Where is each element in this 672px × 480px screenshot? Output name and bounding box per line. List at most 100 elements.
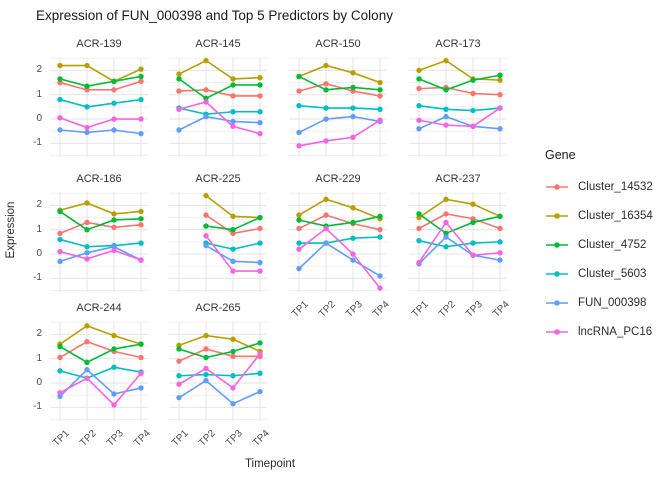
data-point-cluster_14532 — [416, 85, 422, 92]
series-line-cluster_16354 — [59, 324, 142, 345]
y-tick-label: -1 — [33, 272, 42, 284]
data-point-cluster_14532 — [111, 224, 117, 230]
series-line-cluster_5603 — [178, 107, 260, 115]
data-point-lncrna_pc16 — [138, 257, 144, 263]
data-point-cluster_4752 — [84, 227, 90, 233]
data-point-cluster_16354 — [296, 212, 302, 218]
data-point-cluster_14532 — [296, 88, 302, 94]
y-tick-label: 2 — [36, 199, 42, 211]
data-point-cluster_14532 — [377, 93, 383, 99]
data-point-cluster_16354 — [176, 71, 182, 77]
x-tick-label: TP1 — [51, 428, 72, 449]
data-point-cluster_14532 — [203, 87, 209, 93]
data-point-cluster_16354 — [138, 208, 144, 215]
y-tick-label: 0 — [36, 377, 42, 389]
data-point-cluster_16354 — [257, 74, 263, 81]
data-point-cluster_5603 — [84, 244, 90, 250]
y-tick-label: 1 — [36, 88, 42, 100]
data-point-cluster_5603 — [176, 373, 182, 379]
data-point-cluster_16354 — [111, 211, 117, 217]
data-point-lncrna_pc16 — [176, 381, 182, 387]
data-point-lncrna_pc16 — [138, 370, 144, 377]
facet-panel-acr-186 — [50, 192, 148, 292]
series-line-cluster_4752 — [298, 215, 381, 227]
data-point-cluster_14532 — [138, 78, 144, 85]
series-line-lncrna_pc16 — [178, 353, 261, 390]
data-point-lncrna_pc16 — [111, 247, 117, 254]
data-point-cluster_4752 — [257, 340, 263, 346]
facet-panel-acr-244 — [50, 321, 148, 421]
data-point-cluster_14532 — [138, 354, 144, 361]
data-point-cluster_4752 — [230, 227, 236, 233]
data-point-cluster_5603 — [257, 109, 263, 115]
x-axis-title: Timepoint — [244, 458, 296, 470]
y-tick-label: 1 — [36, 352, 42, 364]
data-point-cluster_4752 — [138, 216, 144, 222]
series-line-cluster_16354 — [298, 198, 381, 220]
data-point-fun_000398 — [111, 391, 117, 397]
data-point-cluster_4752 — [111, 346, 117, 352]
data-point-lncrna_pc16 — [497, 250, 503, 256]
legend-label: Cluster_5603 — [578, 267, 647, 280]
data-point-cluster_4752 — [416, 76, 422, 82]
data-point-cluster_5603 — [416, 102, 422, 109]
series-line-fun_000398 — [59, 129, 142, 135]
data-point-fun_000398 — [230, 118, 236, 125]
y-tick-label: 0 — [36, 113, 42, 125]
legend-key-icon — [546, 299, 568, 306]
data-point-lncrna_pc16 — [470, 252, 476, 258]
series-line-cluster_16354 — [298, 64, 381, 84]
series-line-cluster_16354 — [60, 64, 142, 83]
data-point-cluster_5603 — [296, 240, 302, 246]
series-line-cluster_4752 — [59, 75, 142, 88]
data-point-cluster_14532 — [443, 211, 449, 217]
data-point-cluster_4752 — [84, 83, 90, 89]
data-point-lncrna_pc16 — [323, 225, 329, 232]
series-line-fun_000398 — [178, 379, 261, 405]
facet-strip-label: ACR-244 — [76, 302, 122, 314]
legend-label: Cluster_4752 — [578, 238, 647, 251]
data-point-cluster_4752 — [230, 348, 236, 355]
legend-key-icon — [546, 212, 568, 219]
legend-items: Cluster_14532 Cluster_16354 Cluster_4752 Cl… — [545, 172, 653, 346]
data-point-lncrna_pc16 — [230, 385, 236, 391]
facet-strip-label: ACR-265 — [195, 302, 241, 314]
data-point-cluster_14532 — [84, 219, 90, 226]
data-point-cluster_14532 — [176, 358, 182, 364]
data-point-cluster_5603 — [230, 109, 236, 115]
facet-panel-acr-145 — [169, 57, 267, 157]
data-point-cluster_16354 — [84, 200, 90, 206]
data-point-cluster_5603 — [350, 105, 356, 111]
data-point-cluster_16354 — [138, 66, 144, 72]
data-point-cluster_14532 — [230, 353, 236, 359]
data-point-cluster_4752 — [111, 217, 117, 223]
data-point-cluster_16354 — [111, 332, 117, 339]
data-point-fun_000398 — [443, 113, 449, 120]
y-axis-title: Expression — [5, 201, 17, 259]
series-line-cluster_5603 — [418, 104, 501, 112]
data-point-lncrna_pc16 — [138, 116, 144, 122]
data-point-lncrna_pc16 — [57, 248, 63, 255]
data-point-cluster_4752 — [323, 87, 329, 93]
legend-item-cluster_14532: Cluster_14532 — [545, 172, 653, 201]
facet-strip-label: ACR-225 — [195, 173, 241, 185]
data-point-fun_000398 — [350, 257, 356, 263]
data-point-cluster_5603 — [138, 96, 144, 103]
data-point-cluster_16354 — [323, 196, 329, 202]
data-point-cluster_14532 — [138, 222, 144, 228]
data-point-cluster_4752 — [470, 219, 476, 226]
facet-panel-acr-150 — [289, 57, 387, 157]
data-point-lncrna_pc16 — [377, 285, 383, 291]
facet-panel-acr-139 — [50, 57, 148, 157]
x-tick-label: TP2 — [437, 299, 458, 320]
data-point-cluster_14532 — [57, 230, 63, 237]
facet-strip-label: ACR-229 — [315, 173, 361, 185]
data-point-cluster_16354 — [470, 201, 476, 207]
data-point-fun_000398 — [296, 265, 302, 272]
series-line-cluster_16354 — [418, 59, 501, 81]
data-point-cluster_5603 — [416, 237, 422, 244]
series-line-lncrna_pc16 — [418, 221, 501, 264]
data-point-cluster_14532 — [323, 212, 329, 218]
data-point-lncrna_pc16 — [84, 124, 90, 131]
series-line-cluster_14532 — [298, 82, 381, 97]
